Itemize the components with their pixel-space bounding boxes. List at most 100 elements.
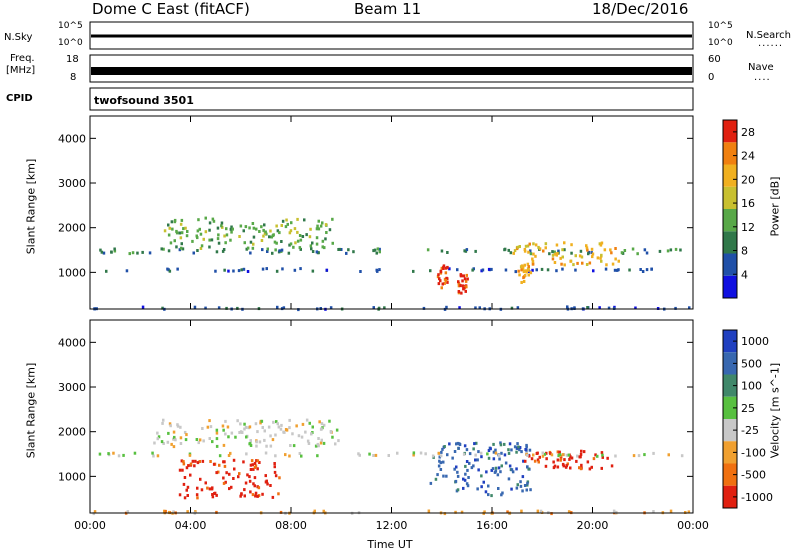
data-cell [643, 453, 646, 457]
colorbar-segment [723, 275, 737, 298]
data-cell [324, 223, 328, 227]
data-cell [236, 306, 239, 310]
data-cell [439, 468, 443, 471]
data-cell [228, 472, 231, 476]
data-cell [632, 454, 636, 458]
data-cell [460, 510, 464, 514]
data-cell [261, 426, 264, 429]
data-cell [522, 276, 525, 280]
data-cell [466, 277, 469, 281]
data-cell [359, 270, 362, 273]
data-cell [248, 226, 251, 230]
data-cell [210, 238, 214, 242]
data-cell [241, 431, 244, 434]
data-cell [296, 239, 300, 243]
data-cell [438, 277, 441, 281]
data-cell [511, 470, 515, 474]
data-cell [457, 281, 461, 285]
data-cell [217, 233, 220, 237]
data-cell [528, 242, 531, 246]
data-cell [168, 269, 172, 273]
data-cell [500, 493, 503, 497]
data-cell [590, 465, 593, 469]
data-cell [556, 450, 560, 454]
data-cell [472, 447, 475, 451]
x-axis-title: Time UT [367, 538, 413, 551]
data-cell [151, 451, 154, 455]
data-cell [272, 420, 275, 424]
panel-frame [89, 115, 694, 310]
data-cell [569, 455, 572, 459]
data-cell [337, 439, 340, 443]
x-tick-label: 04:00 [175, 519, 207, 532]
data-cell [558, 453, 562, 457]
data-cell [296, 230, 299, 234]
velocity-colorbar-label: Velocity [m s^-1] [768, 362, 782, 459]
data-cell [561, 453, 565, 457]
data-cell [480, 474, 483, 478]
data-cell [253, 466, 257, 469]
data-cell [237, 475, 240, 479]
data-cell [526, 453, 529, 457]
data-cell [227, 435, 230, 439]
data-cell [526, 465, 529, 469]
data-cell [288, 426, 291, 430]
data-cell [507, 451, 511, 455]
data-cell [590, 247, 594, 251]
data-cell [486, 452, 489, 456]
data-cell [271, 438, 275, 442]
data-cell [490, 468, 493, 472]
y-tick-label: 3000 [58, 381, 86, 394]
data-cell [181, 468, 184, 472]
data-cell [561, 462, 565, 466]
data-cell [209, 460, 212, 463]
data-cell [141, 250, 144, 254]
data-cell [532, 252, 535, 256]
data-cell [658, 249, 662, 253]
data-cell [249, 490, 252, 494]
data-cell [208, 238, 211, 242]
data-cell [585, 246, 589, 250]
data-cell [494, 469, 498, 473]
data-cell [172, 437, 175, 441]
data-cell [192, 251, 195, 255]
data-cell [468, 461, 471, 465]
data-cell [600, 253, 603, 257]
data-cell [521, 475, 525, 479]
data-cell [286, 222, 289, 226]
data-cell [518, 245, 521, 248]
data-cell [252, 226, 256, 230]
data-cell [591, 252, 595, 256]
data-cell [225, 233, 229, 237]
data-cell [500, 451, 503, 455]
data-cell [243, 494, 246, 498]
data-cell [221, 424, 225, 428]
data-cell [246, 473, 249, 477]
data-cell [513, 249, 517, 253]
freq-label-1: Freq. [10, 53, 35, 64]
data-cell [214, 269, 217, 273]
colorbar-tick-label: 12 [741, 221, 755, 234]
data-cell [506, 510, 509, 514]
data-cell [441, 282, 444, 286]
data-cell [321, 239, 325, 243]
data-cell [437, 273, 440, 277]
data-cell [315, 227, 319, 231]
data-cell [560, 262, 563, 266]
data-cell [110, 250, 113, 254]
data-cell [254, 491, 258, 495]
data-cell [264, 474, 267, 478]
data-cell [442, 264, 446, 268]
data-cell [533, 459, 537, 463]
data-cell [311, 425, 314, 429]
nsearch-label: N.Search [746, 30, 792, 41]
data-cell [255, 459, 258, 463]
colorbar-tick-label: -1000 [741, 491, 773, 504]
data-cell [603, 248, 607, 252]
y-tick-label: 3000 [58, 177, 86, 190]
data-cell [276, 229, 280, 233]
data-cell [566, 462, 569, 466]
data-cell [574, 254, 577, 258]
data-cell [232, 477, 235, 480]
data-cell [588, 467, 592, 471]
